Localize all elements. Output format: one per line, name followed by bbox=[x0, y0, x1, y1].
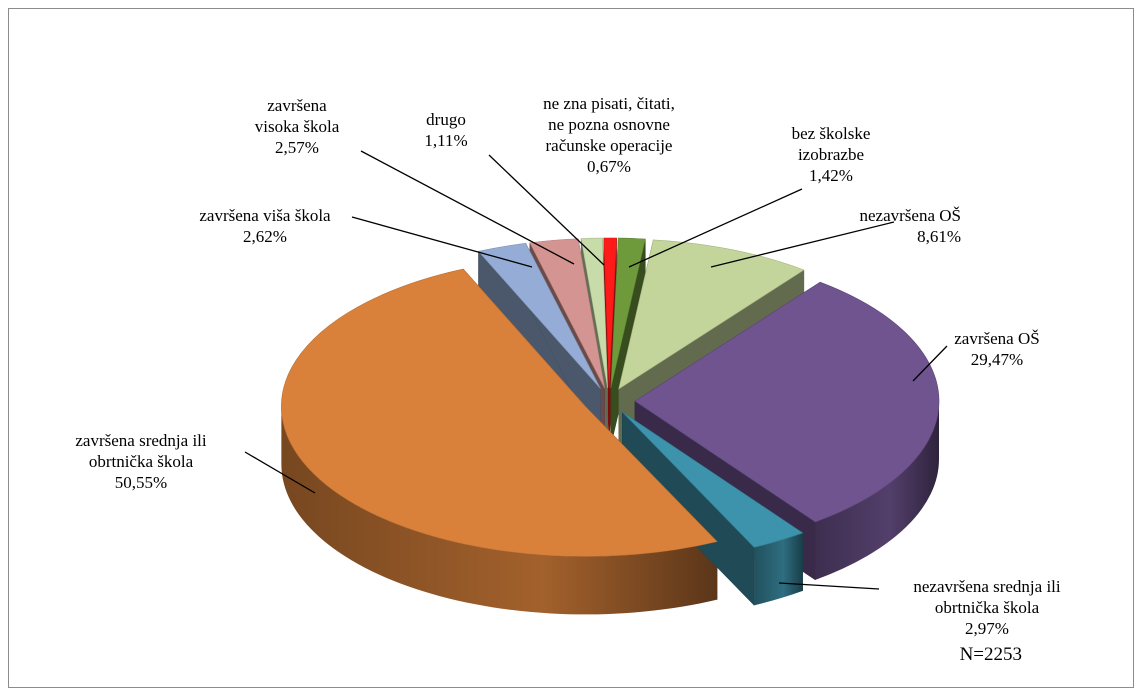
slice-label-4: nezavršena srednja ili obrtnička škola 2,9… bbox=[913, 577, 1061, 638]
slice-value-label: 8,61% bbox=[917, 227, 961, 246]
slice-value-label: 2,62% bbox=[243, 227, 287, 246]
slice-name-label: drugo bbox=[426, 110, 466, 129]
slice-name-label: visoka škola bbox=[255, 117, 340, 136]
slice-name-label: završena srednja ili bbox=[75, 431, 206, 450]
slice-name-label: ne pozna osnovne bbox=[548, 115, 670, 134]
slice-value-label: 1,11% bbox=[424, 131, 467, 150]
leader-line-7 bbox=[361, 151, 574, 264]
pie-chart: ne zna pisati, čitati, ne pozna osnovne ra… bbox=[9, 9, 1135, 689]
slice-value-label: 1,42% bbox=[809, 166, 853, 185]
slice-label-1: bez školske izobrazbe 1,42% bbox=[792, 124, 871, 185]
slice-name-label: završena OŠ bbox=[954, 329, 1039, 348]
slice-name-label: ne zna pisati, čitati, bbox=[543, 94, 675, 113]
slice-value-label: 50,55% bbox=[115, 473, 167, 492]
slice-label-7: završena visoka škola 2,57% bbox=[255, 96, 340, 157]
leader-line-6 bbox=[352, 217, 532, 267]
slice-label-8: drugo 1,11% bbox=[424, 110, 467, 150]
slice-label-5: završena srednja ili obrtnička škola 50,55… bbox=[75, 431, 206, 492]
leader-line-2 bbox=[711, 222, 894, 267]
slice-name-label: obrtnička škola bbox=[89, 452, 194, 471]
slice-name-label: završena bbox=[267, 96, 327, 115]
slice-name-label: računske operacije bbox=[546, 136, 673, 155]
slice-label-3: završena OŠ 29,47% bbox=[954, 329, 1039, 369]
slice-value-label: 29,47% bbox=[971, 350, 1023, 369]
slice-name-label: izobrazbe bbox=[798, 145, 864, 164]
slice-name-label: nezavršena srednja ili bbox=[913, 577, 1061, 596]
slice-name-label: obrtnička škola bbox=[935, 598, 1040, 617]
slice-label-2: nezavršena OŠ 8,61% bbox=[860, 206, 962, 246]
slice-value-label: 0,67% bbox=[587, 157, 631, 176]
slice-label-6: završena viša škola 2,62% bbox=[199, 206, 331, 246]
slice-name-label: bez školske bbox=[792, 124, 871, 143]
chart-frame: ne zna pisati, čitati, ne pozna osnovne ra… bbox=[8, 8, 1134, 688]
sample-size-note: N=2253 bbox=[960, 644, 1022, 665]
slice-value-label: 2,57% bbox=[275, 138, 319, 157]
slice-value-label: 2,97% bbox=[965, 619, 1009, 638]
slice-label-0: ne zna pisati, čitati, ne pozna osnovne ra… bbox=[543, 94, 675, 176]
slice-name-label: nezavršena OŠ bbox=[860, 206, 962, 225]
slice-name-label: završena viša škola bbox=[199, 206, 331, 225]
